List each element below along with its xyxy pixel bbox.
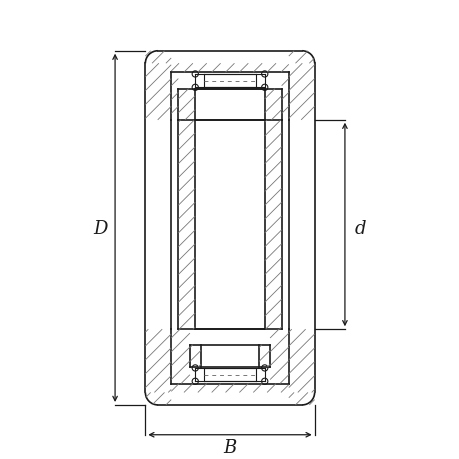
Text: D: D xyxy=(94,219,108,238)
Text: B: B xyxy=(223,438,236,456)
Text: d: d xyxy=(353,219,365,238)
